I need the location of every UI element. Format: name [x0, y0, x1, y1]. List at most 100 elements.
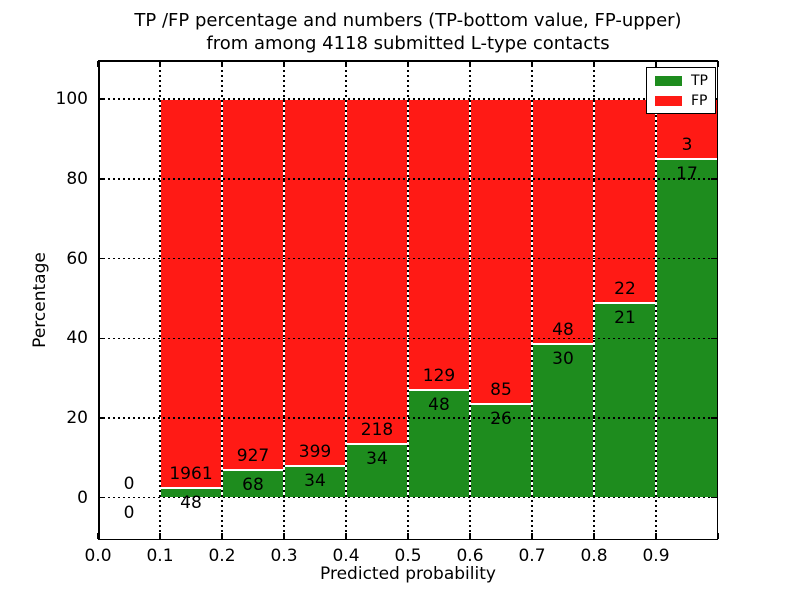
chart-title: TP /FP percentage and numbers (TP-bottom…: [98, 9, 718, 55]
x-gridline: [283, 60, 285, 540]
y-tick-label: 60: [66, 248, 88, 269]
x-gridline: [407, 60, 409, 540]
x-tick: [159, 533, 161, 539]
fp-bar-segment: [408, 99, 470, 390]
y-tick: [711, 496, 717, 499]
x-tick-label: 0.0: [84, 546, 112, 566]
tp-count-label: 34: [366, 448, 388, 469]
x-gridline: [159, 60, 161, 540]
fp-count-label: 0: [123, 473, 135, 494]
y-gridline: [98, 337, 718, 340]
x-tick-label: 0.9: [642, 546, 670, 566]
fp-bar-segment: [470, 99, 532, 405]
y-tick: [711, 337, 717, 340]
x-tick: [655, 61, 657, 67]
legend-label-fp: FP: [691, 93, 708, 109]
y-tick-label: 0: [77, 487, 88, 508]
y-tick-label: 80: [66, 168, 88, 189]
chart-title-line2: from among 4118 submitted L-type contact…: [206, 33, 610, 54]
y-tick: [99, 257, 105, 260]
x-tick: [283, 533, 285, 539]
tp-count-label: 34: [304, 471, 326, 492]
y-tick: [711, 257, 717, 260]
x-tick-label: 0.4: [332, 546, 360, 566]
legend-entry-fp: FP: [655, 91, 715, 111]
y-tick-label: 100: [55, 89, 88, 110]
x-gridline: [531, 60, 533, 540]
fp-count-label: 399: [298, 442, 332, 463]
x-tick-label: 0.7: [518, 546, 546, 566]
y-tick: [99, 98, 105, 100]
tp-count-label: 0: [123, 502, 135, 523]
x-tick: [407, 533, 409, 539]
tp-count-label: 17: [676, 163, 698, 184]
x-tick: [469, 61, 471, 67]
fp-count-label: 85: [490, 380, 512, 401]
x-tick-label: 0.5: [394, 546, 422, 566]
y-tick: [99, 178, 105, 180]
x-tick-label: 0.2: [208, 546, 236, 566]
x-tick: [221, 61, 223, 67]
legend-swatch-tp: [655, 76, 682, 86]
y-tick: [99, 496, 105, 499]
x-gridline: [221, 60, 223, 540]
fp-count-label: 129: [422, 365, 456, 386]
x-gridline: [469, 60, 471, 540]
tp-count-label: 30: [552, 349, 574, 370]
x-tick: [655, 533, 657, 539]
top-spine: [98, 60, 718, 62]
x-tick: [407, 61, 409, 67]
x-tick: [593, 533, 595, 539]
plot-area: 0 0 1961 48 927 68 399 34 218 34 129 48 85 26 48 30 22 21…: [97, 60, 719, 540]
tp-count-label: 68: [242, 475, 264, 496]
x-tick: [593, 61, 595, 67]
fp-count-label: 1961: [169, 464, 213, 485]
y-tick-label: 20: [66, 408, 88, 428]
x-tick: [531, 61, 533, 67]
fp-count-label: 218: [360, 419, 394, 440]
fp-bar-segment: [532, 99, 594, 345]
x-axis-label: Predicted probability: [320, 564, 496, 584]
tp-count-label: 48: [428, 394, 450, 415]
x-tick: [283, 61, 285, 67]
x-tick: [345, 61, 347, 67]
y-gridline: [98, 178, 718, 180]
x-tick: [221, 533, 223, 539]
legend-entry-tp: TP: [655, 71, 715, 91]
left-spine: [98, 60, 100, 540]
fp-count-label: 3: [681, 134, 693, 155]
legend-swatch-fp: [655, 96, 682, 106]
fp-count-label: 927: [236, 446, 270, 467]
fp-bar-segment: [160, 99, 222, 489]
bottom-spine: [98, 538, 718, 540]
x-gridline: [345, 60, 347, 540]
tp-bar-segment: [656, 158, 718, 498]
fp-count-label: 22: [614, 279, 636, 300]
tp-bar-segment: [532, 344, 594, 498]
fp-bar-segment: [284, 99, 346, 467]
legend-label-tp: TP: [691, 73, 708, 89]
chart-title-line1: TP /FP percentage and numbers (TP-bottom…: [134, 10, 682, 31]
x-tick-label: 0.3: [270, 546, 298, 566]
tp-count-label: 26: [490, 409, 512, 430]
x-tick: [531, 533, 533, 539]
x-tick: [717, 533, 719, 539]
y-tick: [711, 178, 717, 180]
fp-bar-segment: [222, 99, 284, 471]
y-gridline: [98, 257, 718, 260]
x-tick: [717, 61, 719, 67]
right-spine: [716, 60, 718, 540]
tp-count-label: 48: [180, 493, 202, 514]
y-tick: [99, 417, 105, 419]
y-gridline: [98, 98, 718, 100]
y-gridline: [98, 417, 718, 419]
x-tick-label: 0.8: [580, 546, 608, 566]
x-tick: [159, 61, 161, 67]
y-gridline: [98, 496, 718, 499]
y-tick-label: 40: [66, 328, 88, 349]
tp-count-label: 21: [614, 308, 636, 329]
fp-count-label: 48: [552, 320, 574, 341]
fp-bar-segment: [594, 99, 656, 304]
tp-bar-segment: [594, 303, 656, 498]
